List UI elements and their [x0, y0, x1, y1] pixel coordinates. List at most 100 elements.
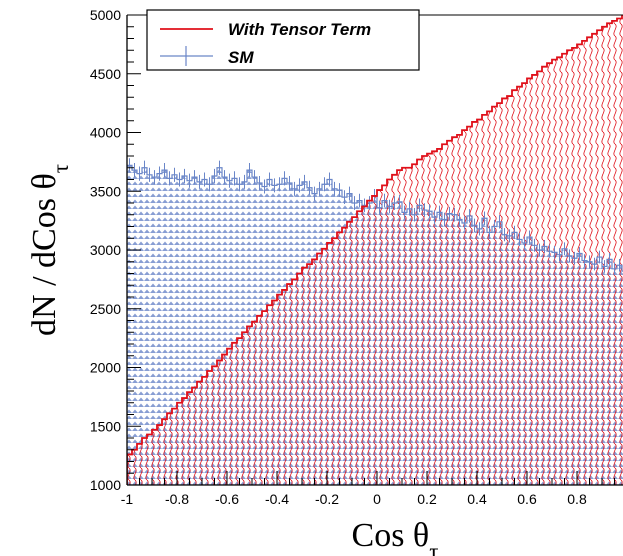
tensor-bar: [402, 167, 408, 485]
tensor-bar: [127, 454, 133, 485]
tensor-bar: [482, 114, 488, 485]
x-tick-label: 0.8: [567, 491, 587, 507]
tensor-bar: [187, 392, 193, 485]
sm-bar: [142, 167, 148, 485]
tensor-bar: [382, 185, 388, 485]
legend: With Tensor Term SM: [146, 9, 420, 71]
sm-bar: [152, 177, 158, 485]
x-tick-label: -0.6: [215, 491, 239, 507]
tensor-bar: [577, 44, 583, 485]
axes: -1-0.8-0.6-0.4-0.200.20.40.60.81 1000150…: [90, 7, 623, 507]
tensor-bar: [147, 434, 153, 485]
sm-bar: [127, 165, 133, 485]
plot-area: [127, 15, 623, 485]
tensor-bar: [567, 50, 573, 485]
tensor-bar: [602, 26, 608, 485]
sm-bar: [217, 167, 223, 485]
tensor-bar: [432, 151, 438, 485]
tensor-bar: [252, 321, 258, 485]
x-axis-title: Cos θτ: [352, 517, 439, 556]
tensor-bar: [237, 338, 243, 485]
y-tick-label: 2000: [90, 360, 121, 376]
tensor-step-line: [127, 15, 623, 485]
tensor-bar: [457, 134, 463, 485]
tensor-bar: [142, 438, 148, 485]
tensor-bar: [322, 248, 328, 485]
tensor-bar: [287, 284, 293, 485]
tensor-bar: [162, 419, 168, 485]
tensor-bar: [392, 174, 398, 485]
tensor-bar: [407, 167, 413, 485]
tensor-bar: [417, 159, 423, 485]
tensor-bar: [372, 195, 378, 485]
sm-bar: [232, 178, 238, 485]
x-tick-label: 0.4: [467, 491, 487, 507]
tensor-bar: [177, 402, 183, 485]
legend-box: [146, 9, 420, 71]
sm-bar: [147, 174, 153, 485]
tensor-bar: [327, 242, 333, 485]
sm-bar: [162, 170, 168, 485]
tensor-bar: [507, 96, 513, 485]
tensor-bar: [532, 74, 538, 485]
y-tick-label: 2500: [90, 301, 121, 317]
sm-bar: [227, 180, 233, 485]
x-tick-label: 0.6: [517, 491, 537, 507]
y-tick-label: 4500: [90, 66, 121, 82]
tensor-bar: [172, 408, 178, 485]
y-tick-label: 4000: [90, 125, 121, 141]
sm-bar: [202, 179, 208, 485]
y-ticks: 1000 1500 2000 2500 3000 3500 4000 4500 5000: [90, 7, 141, 493]
sm-bar: [207, 184, 213, 485]
tensor-bar: [442, 144, 448, 485]
tensor-bar: [197, 381, 203, 485]
tensor-bar: [612, 20, 618, 485]
sm-error-bars: [129, 158, 620, 276]
tensor-bar: [167, 413, 173, 485]
tensor-bar: [492, 106, 498, 485]
tensor-bar: [422, 156, 428, 485]
tensor-bar: [557, 57, 563, 485]
tensor-bar: [277, 294, 283, 485]
x-ticks: -1-0.8-0.6-0.4-0.200.20.40.60.81: [121, 471, 615, 507]
tensor-bar: [377, 190, 383, 485]
sm-bar: [132, 170, 138, 485]
tensor-bar: [182, 398, 188, 485]
sm-bar: [212, 175, 218, 485]
y-tick-label: 5000: [90, 7, 121, 23]
tensor-bar: [367, 200, 373, 485]
sm-bar: [197, 181, 203, 485]
y-tick-label: 1000: [90, 477, 121, 493]
y-axis-title: dN / dCos θτ: [26, 164, 73, 336]
tensor-bar: [222, 354, 228, 485]
sm-bar: [167, 178, 173, 485]
tensor-bar: [437, 148, 443, 485]
x-tick-label: 0: [373, 491, 381, 507]
y-tick-label: 3000: [90, 242, 121, 258]
x-tick-label: -0.2: [315, 491, 339, 507]
tensor-bar: [247, 326, 253, 485]
tensor-bar: [312, 259, 318, 485]
tensor-bar: [572, 47, 578, 485]
x-tick-label: 0.2: [417, 491, 437, 507]
tensor-bar: [467, 126, 473, 485]
tensor-bar: [487, 111, 493, 485]
tensor-bar: [512, 90, 518, 485]
tensor-bar: [202, 376, 208, 485]
tensor-bar: [472, 121, 478, 485]
tensor-bar: [157, 425, 163, 485]
tensor-bar: [292, 279, 298, 485]
tensor-bar: [542, 66, 548, 485]
tensor-bar: [192, 387, 198, 485]
sm-bar: [177, 179, 183, 485]
tensor-bar: [502, 98, 508, 485]
tensor-bar: [262, 311, 268, 485]
tensor-bar: [232, 342, 238, 485]
sm-bar: [157, 173, 163, 485]
tensor-bar: [452, 137, 458, 485]
tensor-bar: [152, 429, 158, 485]
tensor-bar: [387, 179, 393, 485]
x-tick-label: -0.8: [165, 491, 189, 507]
x-tick-label: -0.4: [265, 491, 289, 507]
